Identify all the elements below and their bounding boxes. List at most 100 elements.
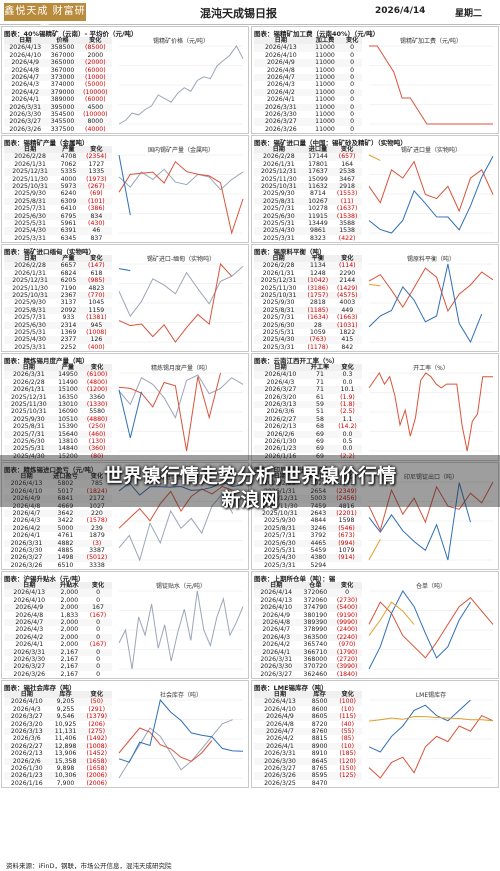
- table-cell: 2026/4/10: [10, 487, 43, 495]
- table-row: 2026/3/26364300: [254, 678, 362, 679]
- table-cell: 46: [80, 227, 112, 235]
- table-cell: 2025/6/30: [254, 212, 304, 221]
- table-cell: 1045: [88, 299, 105, 307]
- table-header-cell: 日期: [254, 37, 308, 45]
- table-cell: (2000): [78, 59, 112, 67]
- panel: 图表：上期所仓单（吨）：锡 日期 仓单 变化 2026/4/14 372060 0 2026/…: [251, 571, 499, 679]
- table-cell: 4708: [56, 153, 81, 161]
- line-chart: [368, 699, 494, 779]
- table-cell: (1973): [86, 175, 107, 183]
- panel: 图表：精炼锡进口盈亏（元/吨） 日期 进口盈亏 变化 2026/4/13 5802 785 2…: [1, 462, 249, 570]
- table-cell: 2026/1/16: [264, 452, 297, 460]
- panel-title: 图表：锡矿进口缅甸（实物吨）: [4, 248, 95, 256]
- table-cell: 2026/2/28: [254, 480, 306, 488]
- table-cell: (185): [339, 750, 356, 758]
- table-row: 2025/4/30 15200 (80): [4, 453, 112, 460]
- table-row: 2025/3/31 5294: [254, 562, 362, 569]
- table-cell: 15200: [58, 452, 78, 460]
- series-line: [118, 389, 142, 439]
- table-cell: 2026/3/27: [4, 663, 55, 671]
- table-cell: 2026/4/7: [4, 619, 55, 627]
- table-row: 2025/3/31 2252 (400): [4, 344, 112, 351]
- table-cell: 2026/3/26: [10, 561, 43, 569]
- report-header: 鑫悦天成 财富研究 混沌天成锡日报 2026/4/14 星期二: [0, 0, 500, 35]
- table-cell: (101): [80, 197, 112, 206]
- table-row: 2025/4/30 2377 126: [4, 336, 112, 344]
- table-cell: 2026/1/16: [10, 779, 43, 787]
- table-cell: 0: [342, 74, 362, 82]
- table-row: 2026/2/28 1134 (114): [254, 262, 362, 270]
- table-row: 2025/10/31 11632 2918: [254, 183, 362, 191]
- table-cell: 2092: [56, 306, 81, 315]
- panel-title: 图表：40%锡精矿（云南）- 平均价（元/吨）: [4, 30, 138, 38]
- table-cell: 2026/3/31: [4, 648, 55, 657]
- table-cell: 2025/4/30: [12, 452, 45, 460]
- overlay-headline[interactable]: 世界镍行情走势分析,世界镍价行情: [103, 465, 397, 487]
- table-cell: 6824: [60, 269, 77, 277]
- table-row: 2026/3/30 11000 0: [254, 111, 362, 118]
- table-row: 2026/3/31 14950 (6100): [4, 371, 112, 379]
- table-row: 2026/2/28 11490 (4800): [4, 379, 112, 386]
- series-line: [118, 485, 233, 529]
- table-cell: 2026/1/30: [10, 765, 43, 773]
- table-cell: 2026/4/8: [15, 611, 44, 619]
- table-cell: (1538): [332, 212, 362, 221]
- table-row: 2025/11/30 7190 4823: [4, 285, 112, 292]
- table-cell: 17637: [303, 168, 333, 176]
- table-cell: 1248: [309, 269, 326, 277]
- table-row: 2026/4/13 8500 (100): [254, 698, 362, 706]
- table-cell: (1757): [303, 292, 333, 300]
- table-cell: 2025/4/30: [4, 227, 57, 235]
- table-cell: 0.0: [342, 378, 353, 386]
- table-cell: (386): [88, 205, 105, 213]
- table-cell: 2026/4/10: [13, 596, 46, 604]
- table-cell: (2730): [336, 596, 358, 604]
- table-cell: 2026/4/3: [266, 378, 295, 386]
- table-cell: (4000): [85, 125, 106, 133]
- table-row: 2026/3/6 51 (2.5): [254, 408, 362, 415]
- table-cell: (6000): [85, 66, 106, 74]
- table-row: 2025/2/285508(93): [4, 242, 112, 243]
- table-cell: 11000: [307, 74, 343, 82]
- table-cell: 11000: [307, 88, 343, 97]
- table-row: 2026/3/31 4882 (3): [4, 539, 112, 548]
- table-cell: (430): [88, 220, 105, 228]
- table-cell: 415: [332, 336, 362, 344]
- table-cell: 3467: [339, 175, 355, 183]
- table-row: 2026/4/7 8760 (55): [254, 728, 362, 736]
- overlay-source[interactable]: 新浪网: [221, 489, 279, 511]
- table-cell: 0.0: [333, 430, 362, 439]
- table-cell: 837: [90, 234, 103, 242]
- table-cell: 389000: [50, 96, 75, 104]
- table-cell: 2025/10/31: [254, 292, 304, 300]
- table-cell: 2026/4/10: [265, 51, 297, 59]
- table-cell: 1059: [309, 329, 326, 337]
- table-row: 2026/3/31 395000 4500: [4, 103, 112, 112]
- table-cell: (80): [90, 452, 104, 460]
- table-cell: 11,131: [49, 728, 82, 736]
- table-cell: 11000: [307, 59, 343, 67]
- table-header-cell: 变化: [342, 37, 362, 45]
- table-row: 2026/4/7 378990 (2400): [254, 626, 362, 633]
- table-cell: 2026/2/28: [254, 262, 304, 270]
- table-cell: (2.2): [340, 452, 355, 460]
- line-chart: [118, 481, 244, 562]
- table-cell: (1042): [303, 277, 333, 285]
- table-cell: 2654: [310, 487, 327, 495]
- table-cell: (1452): [86, 750, 108, 758]
- table-cell: 0: [342, 88, 362, 97]
- table-cell: 1027: [89, 502, 105, 510]
- table-cell: (1658): [81, 757, 112, 766]
- table-row: 2026/4/2 11000 0: [254, 88, 362, 97]
- table-cell: 2026/4/8: [266, 66, 295, 74]
- table-cell: 4465: [305, 539, 332, 548]
- table-row: 2025/9/30 4844 1598: [254, 517, 362, 524]
- table-header-cell: 产量: [56, 255, 81, 263]
- table-row: 2026/1/31 1248 2290: [254, 270, 362, 277]
- table-row: 2026/2/28 3927 1273: [254, 480, 362, 488]
- table-row: 2025/8/31 3246 (546): [254, 524, 362, 533]
- table-cell: 10510: [53, 415, 83, 424]
- table-row: 2025/10/31 2643 (2201): [254, 510, 362, 518]
- table-cell: 2025/10/31: [4, 183, 57, 191]
- table-cell: 2026/4/13: [254, 698, 306, 706]
